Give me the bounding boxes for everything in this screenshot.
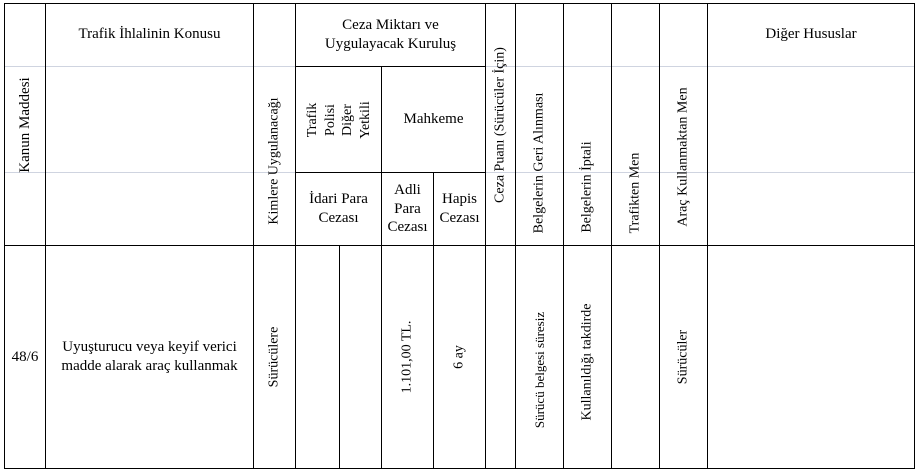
header-hapis: Hapis Cezası — [434, 173, 485, 245]
row-madde: 48/6 — [5, 246, 45, 468]
header-diger: Diğer Hususlar — [708, 4, 914, 66]
row-kimlere: Sürücülere — [254, 246, 295, 468]
header-mahkeme: Mahkeme — [382, 67, 485, 172]
row-konu-value: Uyuşturucu veya keyif verici madde alara… — [61, 339, 238, 374]
col-divider — [515, 3, 516, 469]
col-divider — [563, 3, 564, 469]
header-belge-iptal: Belgelerin İptali — [564, 4, 611, 245]
header-kimlere-label: Kimlere Uygulanacağı — [266, 96, 282, 225]
header-trafik-polisi: Trafik Polisi Diğer Yetkili — [296, 67, 381, 172]
row-belge-iptal: Kullanıldığı takdirde — [564, 246, 611, 468]
header-adli-para-label: Adli Para Cezası — [387, 181, 428, 236]
header-hapis-label: Hapis Cezası — [439, 191, 480, 226]
row-diger — [708, 246, 914, 468]
header-subdivider — [295, 66, 486, 67]
header-belge-geri-label: Belgelerin Geri Alınması — [531, 92, 547, 233]
header-ihlal-konusu: Trafik İhlalinin Konusu — [46, 4, 253, 66]
header-arac-men-label: Araç Kullanmaktan Men — [675, 86, 691, 227]
col-divider — [659, 3, 660, 469]
col-divider — [485, 3, 486, 469]
header-trafikten-men-label: Trafikten Men — [627, 152, 643, 233]
header-subdivider — [295, 172, 486, 173]
table-border-bottom — [4, 468, 915, 469]
header-belge-iptal-label: Belgelerin İptali — [579, 140, 595, 233]
header-diger-label: Diğer Hususlar — [765, 26, 857, 42]
header-belge-geri: Belgelerin Geri Alınması — [516, 4, 563, 245]
table-border-right — [914, 3, 915, 469]
row-belge-iptal-value: Kullanıldığı takdirde — [579, 303, 595, 421]
row-hapis-value: 6 ay — [451, 345, 467, 369]
header-kanun-maddesi-label: Kanun Maddesi — [17, 76, 33, 173]
col-divider — [433, 172, 434, 469]
header-kimlere: Kimlere Uygulanacağı — [254, 4, 295, 245]
header-adli-para: Adli Para Cezası — [382, 173, 433, 245]
row-idari-para — [296, 246, 381, 468]
header-ceza-puani-label: Ceza Puanı (Sürücüler İçin) — [492, 46, 508, 203]
col-divider — [45, 3, 46, 469]
header-body-divider — [4, 245, 915, 246]
col-divider — [339, 245, 340, 469]
col-divider — [253, 3, 254, 469]
row-madde-value: 48/6 — [11, 348, 39, 365]
table-border-left — [4, 3, 5, 469]
row-konu: Uyuşturucu veya keyif verici madde alara… — [46, 246, 253, 468]
header-arac-men: Araç Kullanmaktan Men — [660, 4, 707, 245]
row-adli-para-value: 1.101,00 TL. — [399, 320, 415, 394]
row-arac-men: Sürücüler — [660, 246, 707, 468]
row-hapis: 6 ay — [434, 246, 485, 468]
row-belge-geri: Sürücü belgesi süresiz — [516, 246, 563, 468]
row-kimlere-value: Sürücülere — [266, 326, 282, 388]
row-trafikten-men — [612, 246, 659, 468]
header-ceza-miktari-label: Ceza Miktarı ve Uygulayacak Kuruluş — [324, 17, 457, 52]
col-divider — [381, 66, 382, 469]
table-border-top — [4, 3, 915, 4]
col-divider — [611, 3, 612, 469]
header-kanun-maddesi: Kanun Maddesi — [5, 4, 45, 245]
header-mahkeme-label: Mahkeme — [403, 111, 464, 127]
row-arac-men-value: Sürücüler — [675, 329, 691, 385]
header-ihlal-konusu-label: Trafik İhlalinin Konusu — [78, 26, 221, 42]
col-divider — [295, 3, 296, 469]
header-ceza-miktari: Ceza Miktarı ve Uygulayacak Kuruluş — [296, 4, 485, 66]
header-idari-para-label: İdari Para Cezası — [309, 191, 368, 226]
header-trafik-polisi-label: Trafik Polisi Diğer Yetkili — [304, 100, 373, 139]
row-ceza-puani — [486, 246, 515, 468]
header-ceza-puani: Ceza Puanı (Sürücüler İçin) — [486, 4, 515, 245]
row-belge-geri-value: Sürücü belgesi süresiz — [531, 311, 547, 429]
col-divider — [707, 3, 708, 469]
row-adli-para: 1.101,00 TL. — [382, 246, 433, 468]
header-trafikten-men: Trafikten Men — [612, 4, 659, 245]
header-idari-para: İdari Para Cezası — [296, 173, 381, 245]
